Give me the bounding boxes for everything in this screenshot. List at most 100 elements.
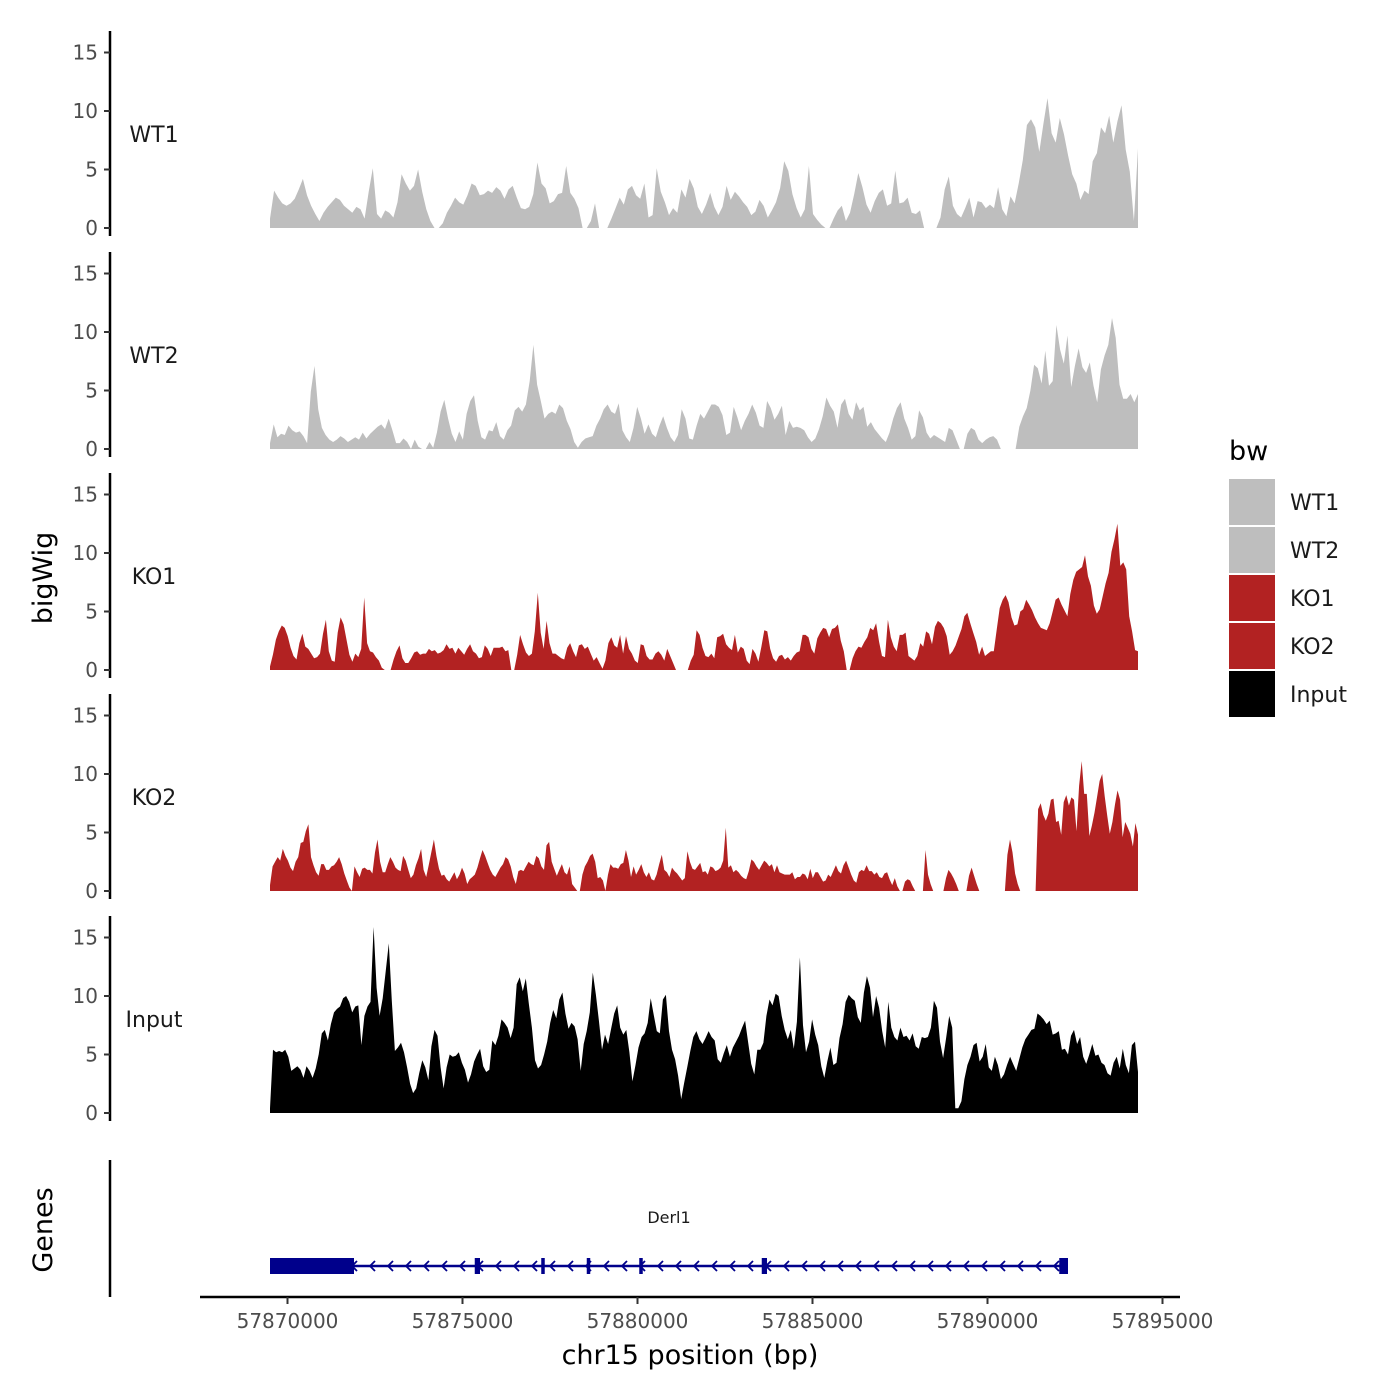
strand-arrow (728, 1260, 736, 1272)
x-tick-label: 57880000 (587, 1309, 689, 1333)
y-tick-label: 15 (73, 926, 98, 950)
strand-arrow (926, 1260, 934, 1272)
track-label: Input (126, 1008, 183, 1033)
y-tick-label: 5 (85, 158, 98, 182)
strand-arrow (1034, 1260, 1042, 1272)
y-tick-label: 5 (85, 821, 98, 845)
y-tick-label: 5 (85, 600, 98, 624)
strand-arrow (422, 1260, 430, 1272)
strand-arrow (1052, 1260, 1060, 1272)
strand-arrow (818, 1260, 826, 1272)
legend-swatch-input (1229, 671, 1275, 717)
coverage-area-ko1 (270, 523, 1138, 670)
strand-arrow (440, 1260, 448, 1272)
exon-block (639, 1258, 643, 1274)
strand-arrow (998, 1260, 1006, 1272)
x-tick-label: 57875000 (412, 1309, 514, 1333)
strand-arrow (566, 1260, 574, 1272)
track-ko1: 0 5 10 15 KO1 (73, 473, 1138, 682)
track-label: KO2 (132, 786, 177, 811)
track-wt2: 0 5 10 15 WT2 (73, 252, 1138, 461)
y-tick-label: 10 (73, 984, 98, 1008)
strand-arrow (386, 1260, 394, 1272)
track-label: WT1 (129, 123, 178, 148)
legend-swatch-wt1 (1229, 479, 1275, 525)
legend-label-input: Input (1290, 683, 1347, 708)
track-input: 0 5 10 15 Input (73, 916, 1138, 1125)
strand-arrow (872, 1260, 880, 1272)
y-tick-label: 0 (85, 658, 98, 682)
legend-label-ko1: KO1 (1290, 587, 1335, 612)
strand-arrow (656, 1260, 664, 1272)
track-label: KO1 (132, 565, 177, 590)
gene-derl1: Derl1 (270, 1208, 1068, 1274)
x-tick-label: 57890000 (937, 1309, 1039, 1333)
y-tick-label: 0 (85, 216, 98, 240)
x-tick-label: 57870000 (237, 1309, 339, 1333)
strand-arrow (908, 1260, 916, 1272)
legend-swatch-wt2 (1229, 527, 1275, 573)
strand-arrow (620, 1260, 628, 1272)
strand-arrow (944, 1260, 952, 1272)
legend-label-wt1: WT1 (1290, 491, 1339, 516)
track-label: WT2 (129, 344, 178, 369)
legend-title: bw (1229, 436, 1268, 467)
exon-block (541, 1258, 545, 1274)
track-ko2: 0 5 10 15 KO2 (73, 694, 1138, 903)
strand-arrow (1016, 1260, 1024, 1272)
y-tick-label: 15 (73, 41, 98, 65)
x-tick-label: 57885000 (762, 1309, 864, 1333)
coverage-area-wt2 (270, 318, 1138, 449)
y-tick-label: 10 (73, 320, 98, 344)
y-tick-label: 0 (85, 437, 98, 461)
gene-track: Derl1 (108, 1160, 1068, 1297)
y-tick-label: 5 (85, 379, 98, 403)
y-tick-label: 15 (73, 704, 98, 728)
exon-block (270, 1258, 354, 1274)
legend-swatch-ko2 (1229, 623, 1275, 669)
x-axis-title: chr15 position (bp) (562, 1340, 819, 1371)
strand-arrow (674, 1260, 682, 1272)
strand-arrow (854, 1260, 862, 1272)
strand-arrow (800, 1260, 808, 1272)
tracks-layer: 0 5 10 15 WT1 0 5 10 15 WT2 0 5 10 15 KO1 0 5 10 15 KO2 0 5 10… (73, 31, 1138, 1125)
y-axis-title: bigWig (28, 532, 59, 625)
y-tick-label: 0 (85, 1101, 98, 1125)
strand-arrow (530, 1260, 538, 1272)
y-tick-label: 0 (85, 879, 98, 903)
strand-arrow (368, 1260, 376, 1272)
coverage-area-wt1 (270, 98, 1138, 228)
strand-arrow (458, 1260, 466, 1272)
y-tick-label: 10 (73, 762, 98, 786)
legend-label-ko2: KO2 (1290, 635, 1335, 660)
strand-arrow (836, 1260, 844, 1272)
exon-block (474, 1258, 480, 1274)
exon-block (586, 1258, 591, 1274)
legend-label-wt2: WT2 (1290, 539, 1339, 564)
y-tick-label: 10 (73, 99, 98, 123)
strand-arrow (404, 1260, 412, 1272)
coverage-area-input (270, 927, 1138, 1113)
strand-arrow (548, 1260, 556, 1272)
legend-swatch-ko1 (1229, 575, 1275, 621)
exon-block (1059, 1258, 1068, 1274)
strand-arrow (710, 1260, 718, 1272)
track-wt1: 0 5 10 15 WT1 (73, 31, 1138, 240)
strand-arrow (782, 1260, 790, 1272)
strand-arrow (890, 1260, 898, 1272)
strand-arrow (746, 1260, 754, 1272)
y-tick-label: 15 (73, 483, 98, 507)
x-axis: 57870000 57875000 57880000 57885000 57890000… (200, 1295, 1214, 1333)
y-tick-label: 10 (73, 541, 98, 565)
strand-arrow (962, 1260, 970, 1272)
strand-arrow (494, 1260, 502, 1272)
gene-track-title: Genes (28, 1187, 59, 1272)
strand-arrow (602, 1260, 610, 1272)
x-tick-label: 57895000 (1112, 1309, 1214, 1333)
legend: bw WT1 WT2 KO1 KO2 Input (1229, 436, 1347, 717)
strand-arrow (980, 1260, 988, 1272)
y-tick-label: 15 (73, 262, 98, 286)
exon-block (761, 1258, 767, 1274)
